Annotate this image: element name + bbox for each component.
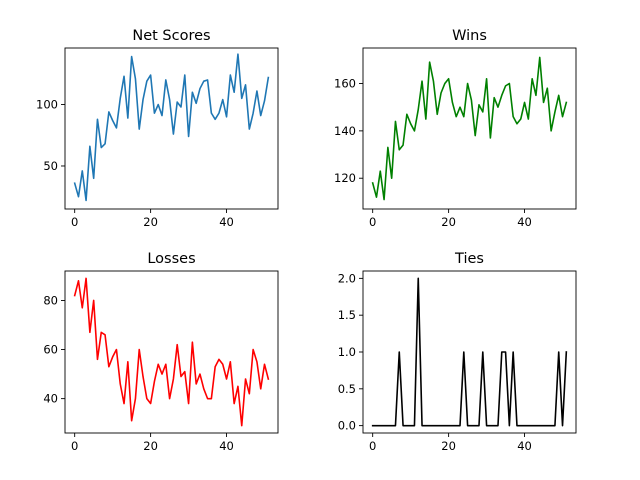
y-tick-label: 100 bbox=[36, 98, 58, 112]
x-tick-label: 20 bbox=[441, 439, 456, 453]
x-tick-label: 20 bbox=[143, 439, 158, 453]
y-tick-label: 60 bbox=[43, 343, 58, 357]
subplot-2: Losses 0 20 40 40 60 80 bbox=[43, 251, 279, 453]
x-tick-label: 20 bbox=[441, 215, 456, 229]
plot-frame bbox=[362, 270, 577, 434]
y-tick-label: 0.5 bbox=[338, 382, 356, 396]
y-tick-label: 160 bbox=[334, 77, 356, 91]
y-tick-label: 40 bbox=[43, 392, 58, 406]
y-tick-label: 80 bbox=[43, 293, 58, 307]
chart-title: Losses bbox=[147, 251, 195, 267]
x-tick-label: 40 bbox=[517, 215, 532, 229]
x-tick-label: 0 bbox=[71, 439, 78, 453]
y-tick-label: 1.0 bbox=[338, 345, 356, 359]
y-tick-label: 120 bbox=[334, 171, 356, 185]
chart-title: Net Scores bbox=[132, 28, 210, 44]
chart-title: Ties bbox=[454, 251, 484, 267]
plot-frame bbox=[64, 47, 279, 210]
x-tick-label: 20 bbox=[143, 215, 158, 229]
y-tick-label: 0.0 bbox=[338, 419, 356, 433]
x-tick-label: 0 bbox=[71, 215, 78, 229]
subplot-3: Ties 0 20 40 0.0 0.5 1.0 1.5 2.0 bbox=[338, 251, 577, 453]
x-tick-label: 0 bbox=[369, 439, 376, 453]
x-tick-label: 0 bbox=[369, 215, 376, 229]
y-tick-label: 50 bbox=[43, 159, 58, 173]
plot-frame bbox=[64, 270, 279, 434]
y-tick-label: 1.5 bbox=[338, 308, 356, 322]
series-line bbox=[73, 277, 270, 427]
subplot-1: Wins 0 20 40 120 140 160 bbox=[334, 28, 577, 229]
x-tick-label: 40 bbox=[219, 439, 234, 453]
plot-frame bbox=[362, 47, 577, 210]
subplot-0: Net Scores 0 20 40 50 100 bbox=[36, 28, 279, 229]
series-line bbox=[371, 56, 568, 201]
chart-title: Wins bbox=[452, 28, 487, 44]
series-line bbox=[73, 53, 270, 202]
y-tick-label: 140 bbox=[334, 124, 356, 138]
y-tick-label: 2.0 bbox=[338, 271, 356, 285]
series-line bbox=[371, 277, 568, 427]
x-tick-label: 40 bbox=[517, 439, 532, 453]
x-tick-label: 40 bbox=[219, 215, 234, 229]
